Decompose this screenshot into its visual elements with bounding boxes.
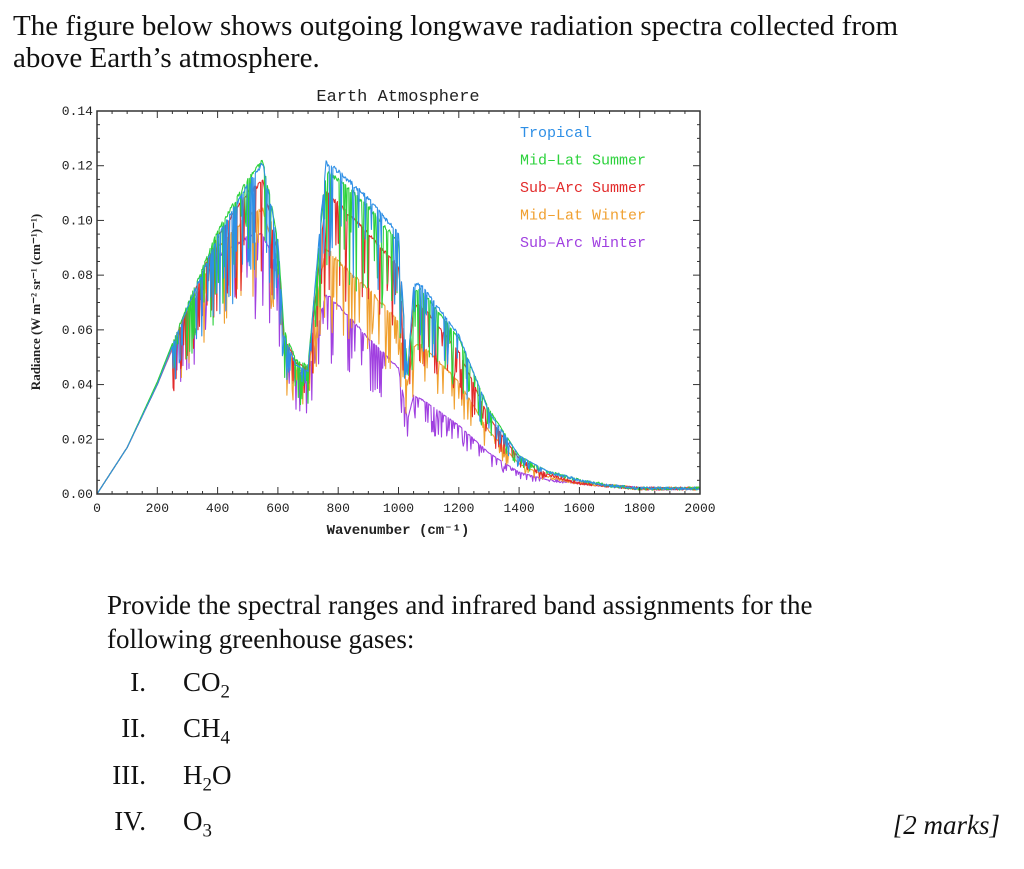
radiance-chart-svg: Earth Atmosphere 0 200 400 600 800 1000 1200 14… — [28, 88, 716, 539]
radiance-chart: Earth Atmosphere 0 200 400 600 800 1000 1200 14… — [0, 80, 720, 550]
gas-item: II. CH4 — [100, 710, 231, 756]
y-tick-label: 0.14 — [62, 104, 93, 119]
y-axis-label: Radiance (W m⁻² sr⁻¹ (cm⁻¹)⁻¹) — [28, 214, 43, 390]
gas-item: IV. O3 — [100, 803, 231, 849]
legend-entry: Sub–Arc Winter — [520, 235, 646, 252]
intro-text: The figure below shows outgoing longwave… — [13, 10, 1013, 74]
y-tick-label: 0.06 — [62, 323, 93, 338]
x-tick-label: 1000 — [383, 501, 414, 516]
gas-item: III. H2O — [100, 757, 231, 803]
chart-title: Earth Atmosphere — [316, 88, 479, 107]
legend-entry: Sub–Arc Summer — [520, 180, 646, 197]
legend-entry: Mid–Lat Winter — [520, 208, 646, 225]
y-tick-label: 0.04 — [62, 378, 93, 393]
gas-list: I. CO2 II. CH4 III. H2O IV. O3 — [100, 664, 231, 850]
gas-item: I. CO2 — [100, 664, 231, 710]
gas-numeral: II. — [121, 713, 146, 744]
x-tick-label: 1800 — [624, 501, 655, 516]
x-tick-label: 1200 — [443, 501, 474, 516]
y-tick-label: 0.08 — [62, 268, 93, 283]
x-tick-label: 600 — [266, 501, 289, 516]
x-tick-label: 1400 — [503, 501, 534, 516]
gas-numeral: I. — [130, 667, 146, 697]
intro-line-1: The figure below shows outgoing longwave… — [13, 10, 899, 42]
y-tick-label: 0.00 — [62, 487, 93, 502]
question-text: Provide the spectral ranges and infrared… — [107, 588, 987, 656]
x-tick-label: 400 — [206, 501, 229, 516]
legend-entry: Mid–Lat Summer — [520, 153, 646, 170]
y-tick-label: 0.10 — [62, 213, 93, 228]
x-tick-label: 0 — [93, 501, 101, 516]
legend-entry: Tropical — [520, 125, 592, 142]
x-axis-label: Wavenumber (cm⁻¹) — [327, 523, 470, 539]
x-tick-label: 2000 — [684, 501, 715, 516]
intro-line-2: above Earth’s atmosphere. — [13, 42, 320, 74]
series-line — [96, 160, 701, 495]
x-tick-label: 1600 — [564, 501, 595, 516]
gas-numeral: III. — [112, 759, 146, 790]
y-tick-label: 0.02 — [62, 432, 93, 447]
gas-numeral: IV. — [114, 806, 146, 837]
gas-formula: O3 — [183, 806, 212, 842]
gas-formula: H2O — [183, 759, 232, 796]
x-tick-label: 800 — [326, 501, 349, 516]
marks-label: [2 marks] — [892, 810, 1000, 840]
y-tick-label: 0.12 — [62, 159, 93, 174]
x-tick-label: 200 — [146, 501, 169, 516]
gas-formula: CH4 — [183, 713, 230, 749]
question-line-2: following greenhouse gases: — [107, 624, 415, 654]
gas-formula: CO2 — [183, 667, 230, 703]
question-line-1: Provide the spectral ranges and infrared… — [107, 590, 813, 620]
